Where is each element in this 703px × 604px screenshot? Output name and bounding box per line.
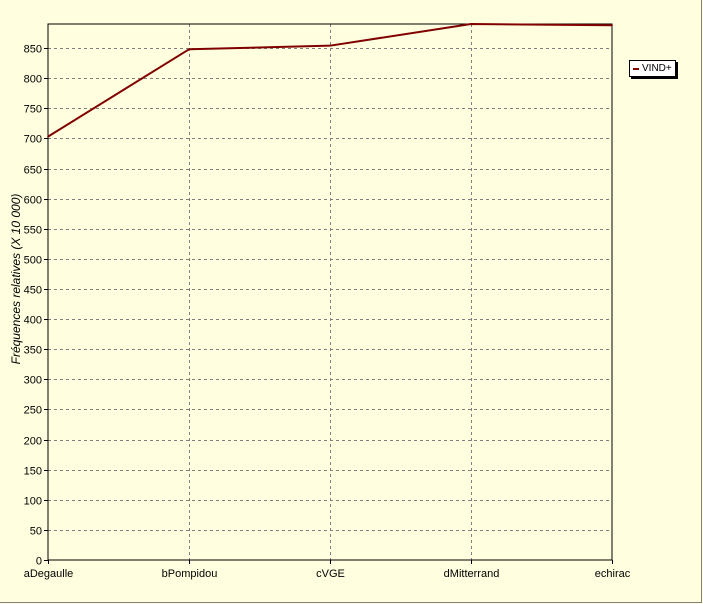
legend-label-vind: VIND+ [642, 63, 672, 74]
data-point [47, 135, 49, 138]
data-point [611, 24, 613, 27]
y-tick-label: 200 [24, 436, 42, 448]
x-tick-label: bPompidou [162, 568, 218, 580]
y-tick-label: 650 [24, 165, 42, 177]
y-axis-ticks: 0 50 100 150 200 250 300 350 400 450 500 550 600 650 7… [24, 44, 48, 568]
y-tick-label: 500 [24, 255, 42, 267]
data-point [470, 23, 472, 25]
y-tick-label: 250 [24, 405, 42, 417]
y-tick-label: 100 [24, 496, 42, 508]
x-tick-label: aDegaulle [24, 568, 74, 580]
legend: VIND+ [629, 60, 676, 77]
data-point [329, 44, 331, 47]
y-tick-label: 550 [24, 225, 42, 237]
y-tick-label: 400 [24, 315, 42, 327]
y-tick-label: 150 [24, 466, 42, 478]
series-layer [47, 23, 613, 138]
y-tick-label: 750 [24, 104, 42, 116]
x-tick-label: dMitterrand [444, 568, 500, 580]
y-tick-label: 850 [24, 44, 42, 56]
y-tick-label: 0 [36, 556, 42, 568]
y-tick-label: 50 [30, 526, 42, 538]
data-point [188, 48, 190, 51]
x-tick-label: cVGE [316, 568, 345, 580]
y-tick-label: 600 [24, 195, 42, 207]
y-tick-label: 450 [24, 285, 42, 297]
x-tick-label: echirac [595, 568, 631, 580]
legend-swatch-vind [633, 67, 639, 70]
y-tick-label: 700 [24, 134, 42, 146]
y-tick-label: 800 [24, 74, 42, 86]
y-axis-label: Fréquences relatives (X 10 000) [9, 194, 23, 365]
y-tick-label: 350 [24, 345, 42, 357]
y-tick-label: 300 [24, 375, 42, 387]
grid-lines [48, 24, 612, 560]
x-axis-ticks: aDegaulle bPompidou cVGE dMitterrand echirac [24, 560, 631, 580]
